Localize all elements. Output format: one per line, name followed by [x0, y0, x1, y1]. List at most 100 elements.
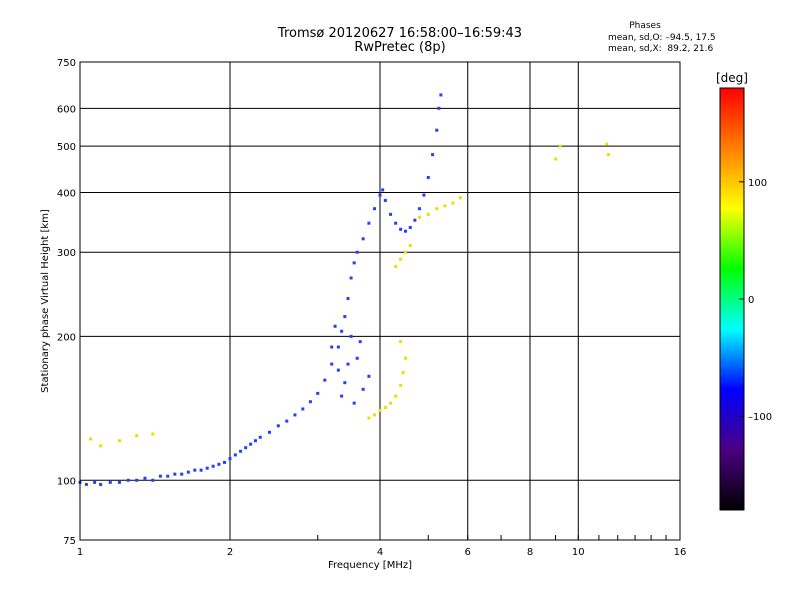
data-point: [84, 482, 88, 486]
data-point: [394, 394, 398, 398]
data-point: [558, 144, 562, 148]
data-point: [435, 128, 439, 132]
x-tick-label: 10: [572, 547, 585, 558]
x-tick-label: 4: [377, 547, 383, 558]
data-point: [166, 474, 170, 478]
data-point: [383, 198, 387, 202]
data-point: [99, 482, 103, 486]
phases-o-stats: mean, sd,O: –94.5, 17.5: [608, 33, 716, 43]
data-point: [89, 437, 93, 441]
data-point: [399, 227, 403, 231]
data-point: [451, 201, 455, 205]
x-tick-label: 8: [527, 547, 533, 558]
x-tick-label: 16: [674, 547, 687, 558]
data-point: [285, 419, 289, 423]
y-tick-label: 400: [57, 188, 76, 199]
data-point: [228, 457, 232, 461]
chart-title: Tromsø 20120627 16:58:00–16:59:43: [277, 26, 523, 41]
data-point: [143, 476, 147, 480]
data-point: [135, 478, 139, 482]
y-axis-label: Stationary phase Virtual Height [km]: [40, 209, 51, 393]
data-point: [431, 153, 435, 157]
data-point: [389, 212, 393, 216]
data-point: [417, 215, 421, 219]
data-point: [333, 324, 337, 328]
data-point: [435, 207, 439, 211]
data-point: [151, 432, 155, 436]
data-point: [233, 453, 237, 457]
data-point: [199, 468, 203, 472]
data-point: [223, 460, 227, 464]
data-point: [381, 188, 385, 192]
data-point: [437, 106, 441, 110]
data-point: [553, 157, 557, 161]
data-point: [389, 401, 393, 405]
data-point: [293, 413, 297, 417]
data-point: [258, 435, 262, 439]
data-point: [373, 413, 377, 417]
data-point: [607, 153, 611, 157]
y-tick-label: 200: [57, 332, 76, 343]
data-point: [352, 261, 356, 265]
data-point: [343, 381, 347, 385]
data-point: [180, 472, 184, 476]
data-point: [399, 383, 403, 387]
data-point: [426, 212, 430, 216]
data-point: [173, 472, 177, 476]
data-point: [367, 416, 371, 420]
y-tick-label: 300: [57, 248, 76, 259]
y-tick-label: 75: [63, 536, 76, 547]
data-point: [361, 237, 365, 241]
data-point: [340, 329, 344, 333]
data-point: [108, 480, 112, 484]
data-point: [301, 407, 305, 411]
data-point: [367, 221, 371, 225]
data-point: [205, 466, 209, 470]
data-point: [336, 345, 340, 349]
colorbar-tick-label: 0: [748, 295, 754, 306]
data-point: [323, 378, 327, 382]
y-tick-label: 600: [57, 104, 76, 115]
data-point: [408, 243, 412, 247]
data-point: [417, 207, 421, 211]
data-point: [408, 225, 412, 229]
data-point: [367, 374, 371, 378]
x-axis-label: Frequency [MHz]: [328, 560, 412, 571]
data-point: [330, 362, 334, 366]
data-point: [253, 439, 257, 443]
data-point: [349, 276, 353, 280]
data-point: [413, 218, 417, 222]
x-tick-label: 1: [77, 547, 83, 558]
data-point: [346, 297, 350, 301]
data-point: [403, 356, 407, 360]
axis-ticks: 1 2 4 6 8 10 16 75 100 200 300 400 500 600 750 Frequenc…: [40, 58, 686, 571]
data-point: [422, 193, 426, 197]
phases-x-stats: mean, sd,X: 89.2, 21.6: [608, 44, 714, 54]
x-tick-label: 2: [227, 547, 233, 558]
data-point: [340, 394, 344, 398]
data-point: [336, 368, 340, 372]
data-point: [401, 371, 405, 375]
data-point: [394, 221, 398, 225]
data-point: [439, 93, 443, 97]
data-point: [308, 400, 312, 404]
colorbar-tick-label: –100: [748, 412, 772, 423]
data-point: [126, 478, 130, 482]
data-point: [358, 340, 362, 344]
x-tick-label: 6: [465, 547, 471, 558]
y-tick-label: 500: [57, 142, 76, 153]
data-point: [135, 434, 139, 438]
data-point: [394, 265, 398, 269]
data-point: [361, 387, 365, 391]
data-point: [276, 424, 280, 428]
data-point: [244, 446, 248, 450]
data-point: [211, 464, 215, 468]
data-point: [443, 204, 447, 208]
data-point: [355, 250, 359, 254]
y-tick-label: 750: [57, 58, 76, 69]
data-point: [151, 478, 155, 482]
data-point: [217, 462, 221, 466]
data-point: [458, 196, 462, 200]
data-point: [605, 142, 609, 146]
